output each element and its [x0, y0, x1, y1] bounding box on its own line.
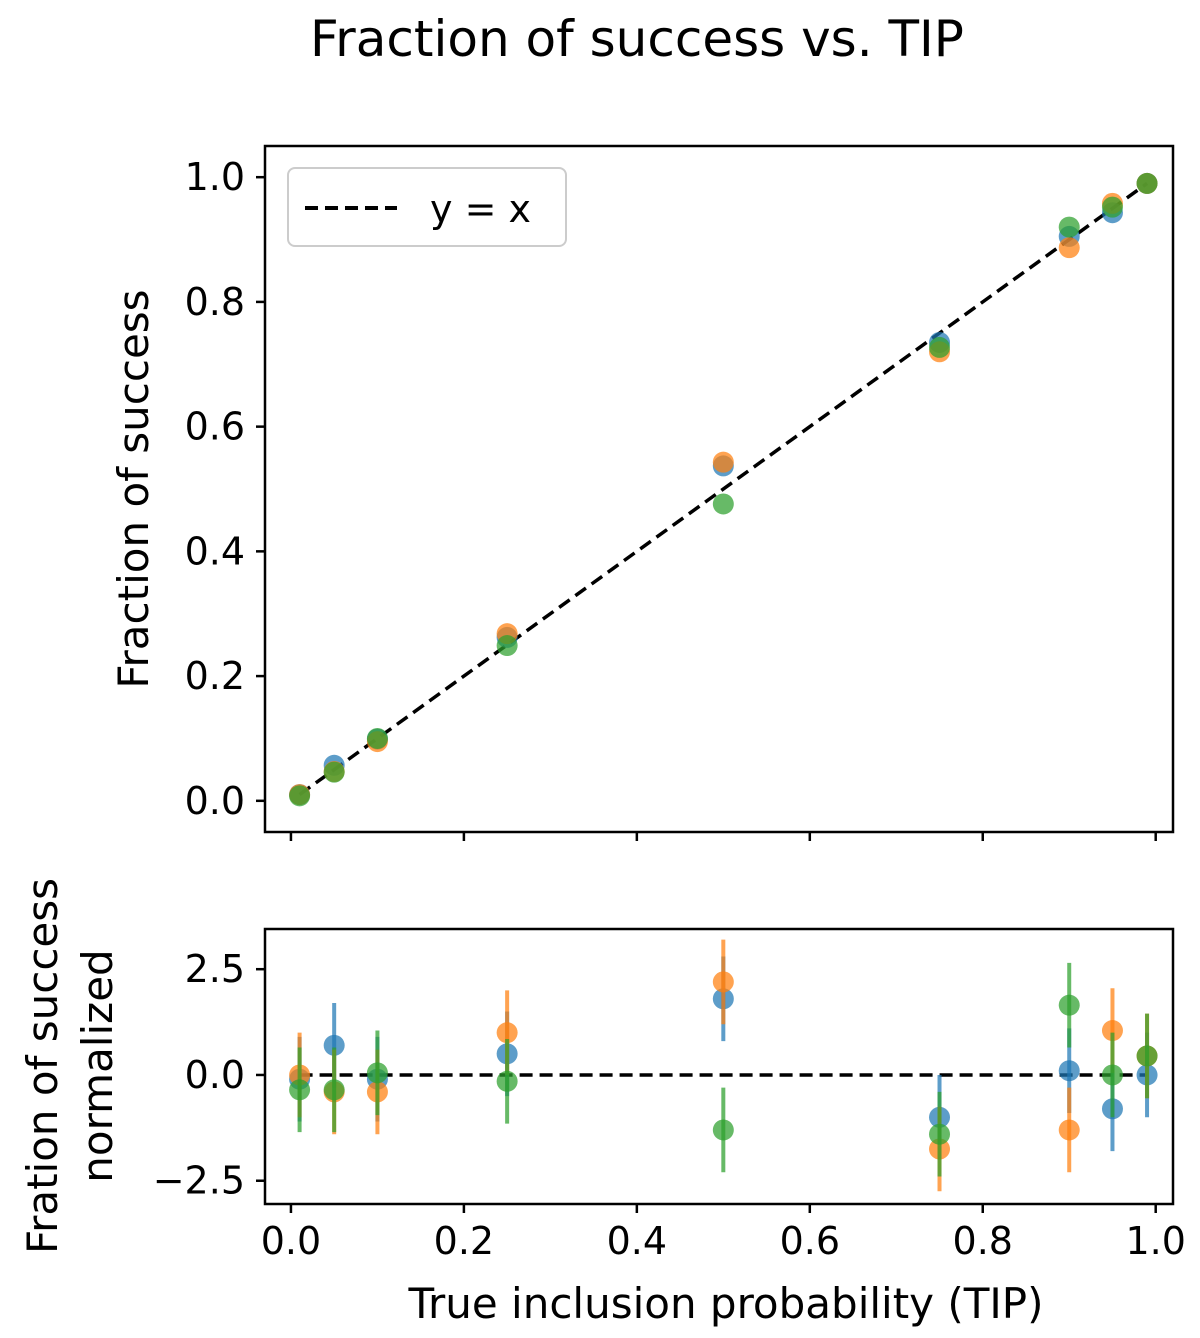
y-tick-label: 1.0	[185, 155, 245, 199]
scatter-point-bottom-green	[496, 1070, 518, 1092]
scatter-point-bottom-green	[1058, 994, 1080, 1016]
bottom-y-axis-label-line2: normalized	[73, 949, 122, 1182]
top-y-axis-label: Fraction of success	[109, 289, 158, 688]
x-tick-label: 0.4	[607, 1219, 667, 1263]
scatter-point-bottom-orange	[1058, 1119, 1080, 1141]
top-plot-frame	[263, 144, 1175, 834]
scatter-point-top-green	[1136, 172, 1158, 194]
y-tick-label: 0.0	[185, 1053, 245, 1097]
scatter-point-top-orange	[712, 451, 734, 473]
bottom-data-layer	[289, 939, 1158, 1192]
scatter-point-bottom-green	[1101, 1064, 1123, 1086]
y-tick-label: 0.8	[185, 280, 245, 324]
scatter-point-top-green	[1058, 216, 1080, 238]
x-axis-label: True inclusion probability (TIP)	[407, 1279, 1043, 1328]
y-tick-label: −2.5	[153, 1159, 245, 1203]
bottom-plot-frame	[263, 927, 1175, 1206]
scatter-point-top-green	[289, 785, 311, 807]
top-y-axis-ticks: 0.0 0.2 0.4 0.6 0.8 1.0	[185, 155, 265, 823]
scatter-point-top-orange	[1058, 237, 1080, 259]
scatter-point-bottom-green	[366, 1062, 388, 1084]
legend-label: y = x	[430, 187, 531, 231]
y-tick-label: 0.6	[185, 405, 245, 449]
scatter-point-bottom-green	[289, 1079, 311, 1101]
scatter-point-bottom-orange	[712, 971, 734, 993]
chart-title: Fraction of success vs. TIP	[310, 10, 964, 68]
scatter-point-bottom-blue	[1058, 1060, 1080, 1082]
x-tick-label: 0.2	[434, 1219, 494, 1263]
bottom-panel: 2.5 0.0 −2.5 0.0 0.2 0.4 0.6 0.8 1.0 Fration of…	[18, 878, 1186, 1328]
scatter-point-bottom-green	[323, 1079, 345, 1101]
x-tick-label: 1.0	[1125, 1219, 1185, 1263]
x-tick-label: 0.6	[780, 1219, 840, 1263]
scatter-point-bottom-green	[1136, 1045, 1158, 1067]
legend: y = x	[287, 167, 567, 247]
scatter-point-top-green	[496, 635, 518, 657]
y-tick-label: 0.0	[185, 779, 245, 823]
scatter-point-bottom-orange	[496, 1022, 518, 1044]
top-data-layer	[289, 172, 1158, 807]
legend-box	[287, 167, 567, 247]
y-tick-label: 2.5	[185, 947, 245, 991]
bottom-x-axis-ticks: 0.0 0.2 0.4 0.6 0.8 1.0	[261, 1204, 1186, 1263]
top-x-axis-ticks	[289, 832, 1157, 841]
reference-line-y-equals-x	[298, 181, 1149, 797]
scatter-point-bottom-orange	[1101, 1020, 1123, 1042]
scatter-point-top-green	[712, 493, 734, 515]
y-tick-label: 0.2	[185, 654, 245, 698]
scatter-point-top-green	[366, 727, 388, 749]
x-tick-label: 0.0	[261, 1219, 321, 1263]
x-tick-label: 0.8	[953, 1219, 1013, 1263]
scatter-point-top-green	[323, 761, 345, 783]
bottom-y-axis-label-line1: Fration of success	[18, 878, 67, 1254]
bottom-y-axis-ticks: 2.5 0.0 −2.5	[153, 947, 265, 1203]
top-panel: 0.0 0.2 0.4 0.6 0.8 1.0 Fraction of success y…	[109, 144, 1175, 841]
scatter-point-bottom-green	[712, 1119, 734, 1141]
scatter-point-bottom-blue	[323, 1034, 345, 1056]
scatter-point-top-green	[1101, 196, 1123, 218]
scatter-point-top-green	[929, 336, 951, 358]
scatter-point-bottom-green	[929, 1123, 951, 1145]
y-tick-label: 0.4	[185, 529, 245, 573]
